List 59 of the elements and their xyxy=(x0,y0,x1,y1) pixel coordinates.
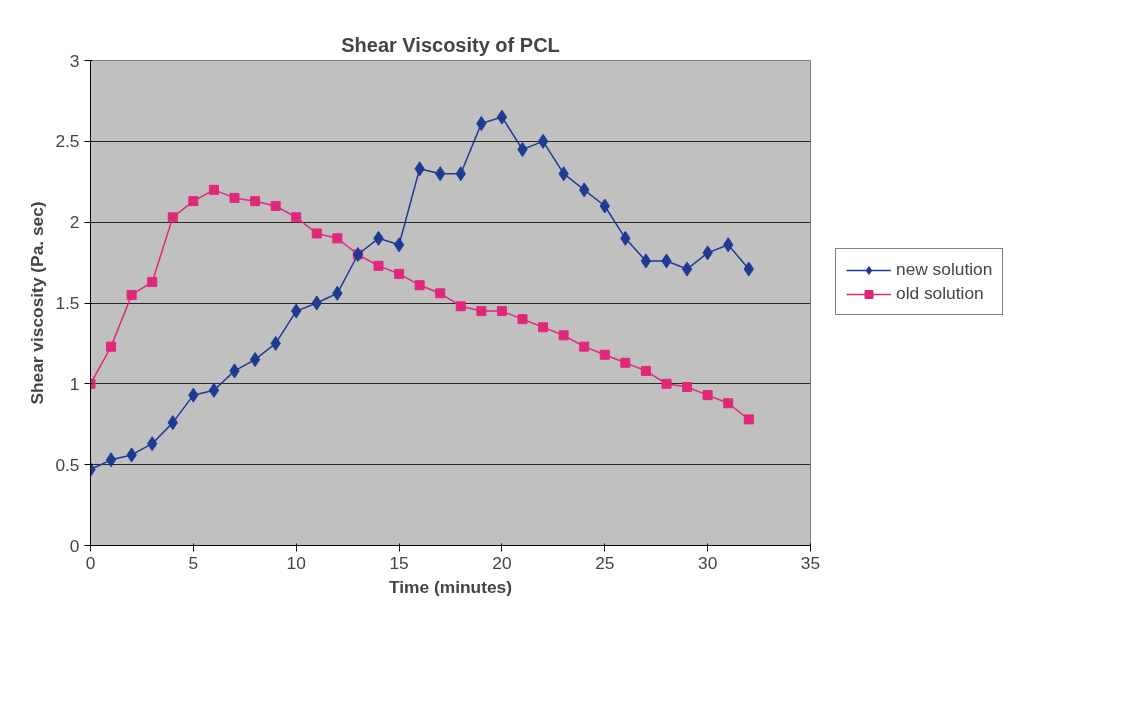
point xyxy=(208,382,220,398)
point xyxy=(476,306,487,317)
x-tick-label: 20 xyxy=(492,552,512,573)
point xyxy=(147,276,158,287)
x-tick-label: 25 xyxy=(595,552,615,573)
point xyxy=(496,109,508,125)
x-tick-label: 0 xyxy=(85,552,96,573)
chart-title: Shear Viscosity of PCL xyxy=(341,33,560,56)
y-tick-label: 2.5 xyxy=(55,131,80,152)
point xyxy=(291,212,302,223)
x-tick-label: 35 xyxy=(800,552,821,573)
point xyxy=(208,184,219,195)
point xyxy=(537,133,549,149)
x-tick-label: 10 xyxy=(286,552,306,573)
y-tick-label: 1.5 xyxy=(55,293,80,313)
y-tick-label: 3 xyxy=(69,50,80,71)
point xyxy=(106,341,117,352)
point xyxy=(496,306,507,317)
point xyxy=(599,349,610,360)
point xyxy=(538,322,549,333)
legend-label: new solution xyxy=(896,259,993,280)
point xyxy=(558,330,569,341)
point xyxy=(702,390,713,401)
x-tick-label: 5 xyxy=(188,552,199,573)
point xyxy=(640,365,651,376)
point xyxy=(455,301,466,312)
point xyxy=(332,233,343,244)
point xyxy=(270,201,281,211)
point xyxy=(393,237,405,253)
point xyxy=(188,196,199,207)
point xyxy=(723,398,734,409)
point xyxy=(311,228,322,239)
y-tick-label: 0.5 xyxy=(55,454,80,475)
point xyxy=(126,289,137,300)
x-tick-label: 15 xyxy=(389,552,409,573)
legend-label: old solution xyxy=(896,283,984,304)
point xyxy=(249,352,261,368)
point xyxy=(681,261,693,277)
point xyxy=(105,452,117,468)
point xyxy=(743,414,754,425)
point xyxy=(373,260,384,271)
point xyxy=(250,196,261,207)
point xyxy=(394,268,405,279)
point xyxy=(620,357,631,368)
y-tick-label: 0 xyxy=(69,535,80,556)
x-tick-label: 30 xyxy=(698,552,718,573)
point xyxy=(229,192,240,203)
point xyxy=(517,314,528,325)
y-axis-title: Shear viscosity (Pa. sec) xyxy=(27,201,48,405)
point xyxy=(579,341,590,352)
point xyxy=(661,378,672,389)
point xyxy=(414,280,425,291)
y-tick-label: 2 xyxy=(69,212,80,233)
point xyxy=(167,212,178,223)
point xyxy=(435,288,446,299)
y-tick-label: 1 xyxy=(69,373,80,394)
point xyxy=(640,253,652,269)
x-axis-title: Time (minutes) xyxy=(389,576,512,597)
point xyxy=(682,382,693,393)
